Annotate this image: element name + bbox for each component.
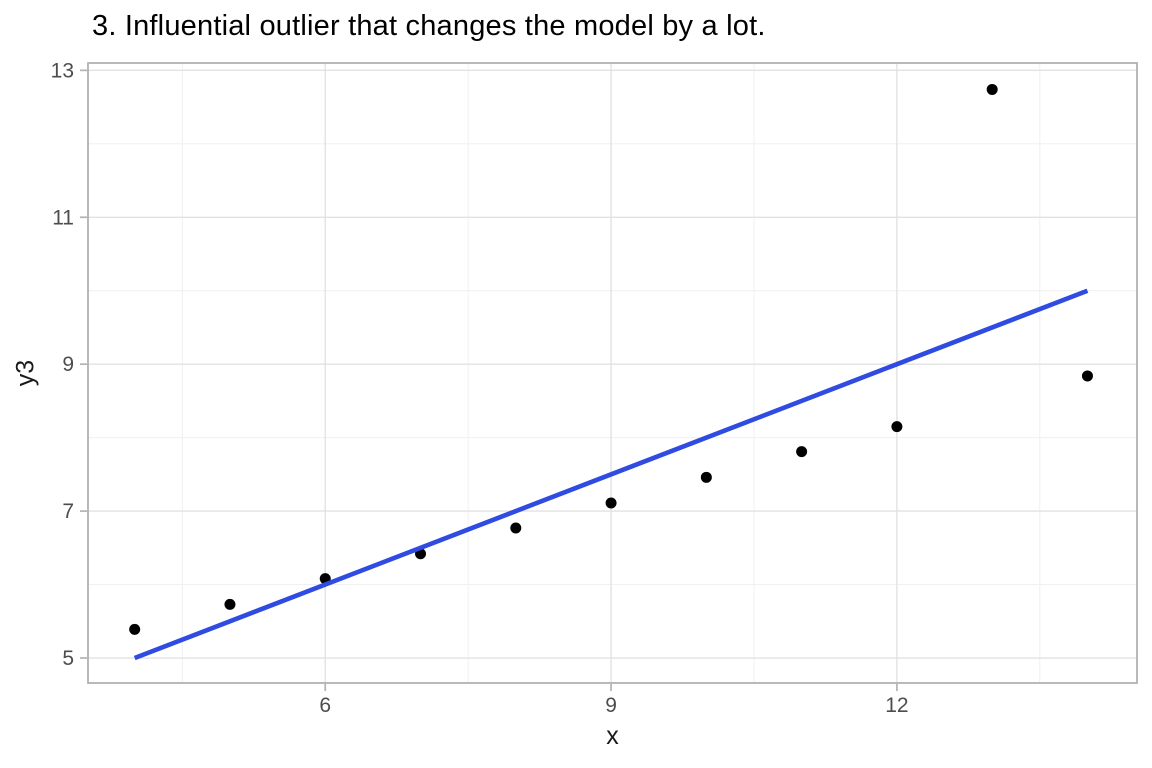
- y-axis-tick-label: 11: [52, 206, 74, 229]
- data-point: [891, 421, 903, 433]
- x-axis-title: x: [606, 722, 619, 750]
- x-axis-tick-label: 12: [885, 694, 908, 717]
- y-axis-tick-label: 13: [51, 59, 74, 82]
- data-point: [605, 497, 617, 509]
- y-axis-title: y3: [11, 359, 40, 387]
- data-point: [129, 623, 141, 635]
- x-axis-tick-label: 9: [605, 694, 617, 717]
- y-axis-tick-label: 5: [62, 647, 74, 670]
- data-point: [796, 446, 808, 458]
- data-point: [1081, 370, 1093, 382]
- x-axis-tick-label: 6: [319, 694, 331, 717]
- data-point: [510, 522, 522, 534]
- regression-line: [133, 288, 1089, 661]
- panel-border: [87, 62, 1138, 684]
- chart-title: 3. Influential outlier that changes the …: [92, 10, 766, 42]
- data-point: [224, 598, 236, 610]
- data-point: [700, 471, 712, 483]
- y-axis-tick-label: 9: [62, 353, 74, 376]
- plot-panel: [88, 63, 1137, 683]
- y-axis-tick-label: 7: [62, 500, 74, 523]
- data-point: [986, 83, 998, 95]
